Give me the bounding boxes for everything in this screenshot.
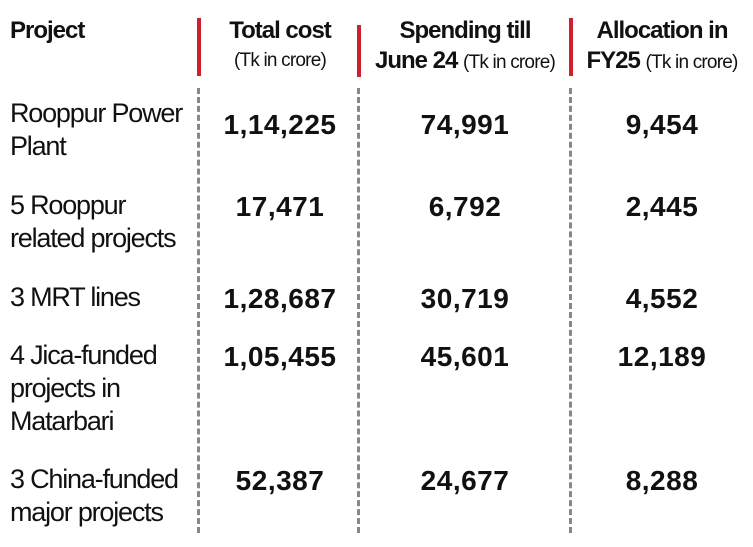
header-project: Project <box>10 17 85 44</box>
spending: 30,719 <box>420 283 510 314</box>
header-title: Total cost <box>229 17 332 44</box>
spending: 24,677 <box>420 465 510 496</box>
column-divider <box>569 88 572 533</box>
spending: 45,601 <box>420 341 510 372</box>
header-allocation: Allocation in FY25 (Tk in crore) <box>577 16 747 78</box>
total-cost: 1,05,455 <box>223 341 337 372</box>
spending: 6,792 <box>428 191 502 222</box>
allocation: 9,454 <box>625 109 699 140</box>
header-title: Spending till <box>399 17 532 44</box>
project-name: 3 China-funded major projects <box>10 464 179 527</box>
allocation: 8,288 <box>625 465 699 496</box>
column-divider-accent <box>197 18 201 76</box>
total-cost: 1,28,687 <box>223 283 337 314</box>
header-title: June 24 <box>374 47 458 74</box>
header-total-cost: Total cost (Tk in crore) <box>205 16 355 76</box>
header-spending: Spending till June 24 (Tk in crore) <box>365 16 565 78</box>
column-divider-accent <box>357 25 361 77</box>
header-title: FY25 <box>586 47 640 74</box>
column-divider <box>357 88 360 533</box>
allocation: 4,552 <box>625 283 699 314</box>
spending: 74,991 <box>420 109 510 140</box>
project-name: 4 Jica-funded projects in Matarbari <box>10 340 158 436</box>
column-divider <box>197 88 200 533</box>
header-unit: (Tk in crore) <box>645 52 739 73</box>
total-cost: 1,14,225 <box>223 109 337 140</box>
project-name: 3 MRT lines <box>10 282 141 312</box>
project-name: Rooppur Power Plant <box>10 98 183 161</box>
total-cost: 52,387 <box>235 465 325 496</box>
column-divider-accent <box>569 18 573 76</box>
header-title: Allocation in <box>596 17 729 44</box>
allocation: 2,445 <box>625 191 699 222</box>
total-cost: 17,471 <box>235 191 325 222</box>
header-unit: (Tk in crore) <box>234 50 327 71</box>
allocation: 12,189 <box>617 341 707 372</box>
header-unit: (Tk in crore) <box>463 52 556 73</box>
project-name: 5 Rooppur related projects <box>10 190 177 253</box>
